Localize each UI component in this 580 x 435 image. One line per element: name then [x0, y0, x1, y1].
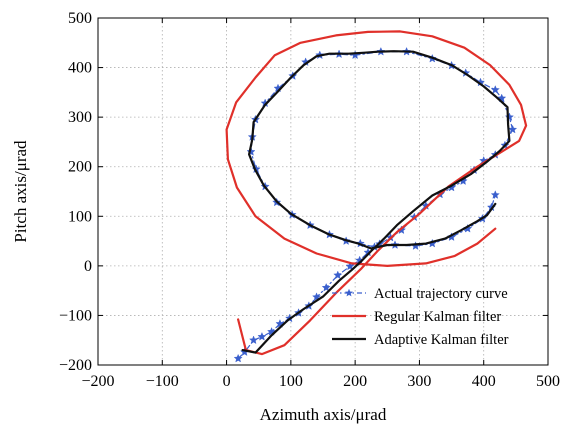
x-tick-label: −200 [81, 373, 114, 390]
data-point [321, 282, 331, 292]
data-point [490, 190, 500, 199]
data-point [257, 332, 267, 341]
series-regular-kalman-filter [225, 30, 528, 356]
y-tick-label: −200 [59, 357, 92, 374]
x-axis-label: Azimuth axis/μrad [260, 405, 387, 424]
x-tick-label: 200 [343, 373, 367, 390]
data-point [333, 270, 343, 280]
legend-item-regular-kalman-filter: Regular Kalman filter [332, 309, 501, 325]
series-line [225, 30, 528, 356]
legend-marker [345, 288, 353, 297]
y-tick-label: 300 [68, 109, 92, 126]
ticks: −200 −100 0 100 200 300 400 500 −200 −100 0 100 200 3… [59, 10, 560, 390]
grid [98, 18, 548, 365]
y-tick-label: 200 [68, 159, 92, 176]
data-point [504, 112, 514, 121]
data-point [249, 335, 259, 345]
legend-label: Adaptive Kalman filter [374, 332, 509, 348]
y-tick-label: −100 [59, 307, 92, 324]
legend-label: Regular Kalman filter [374, 309, 501, 325]
x-tick-label: 500 [536, 373, 560, 390]
data-point [233, 353, 243, 363]
x-tick-label: 100 [279, 373, 303, 390]
legend-item-actual-trajectory-curve: Actual trajectory curve [332, 286, 508, 302]
y-tick-label: 400 [68, 60, 92, 77]
series-line [241, 50, 511, 354]
x-tick-label: 300 [407, 373, 431, 390]
legend-label: Actual trajectory curve [374, 286, 508, 302]
y-tick-label: 100 [68, 208, 92, 225]
x-tick-label: 400 [472, 373, 496, 390]
plot-frame [97, 17, 549, 366]
y-axis-label: Pitch axis/μrad [11, 140, 30, 243]
data-point [508, 124, 518, 134]
x-tick-label: 0 [223, 373, 231, 390]
legend: Actual trajectory curve Regular Kalman fi… [332, 286, 509, 348]
x-tick-label: −100 [146, 373, 179, 390]
data-point [490, 85, 500, 94]
legend-item-adaptive-kalman-filter: Adaptive Kalman filter [332, 332, 509, 348]
y-tick-label: 500 [68, 10, 92, 27]
series-adaptive-kalman-filter [241, 50, 511, 354]
series-layer [225, 30, 528, 363]
data-point [345, 261, 355, 271]
y-tick-label: 0 [84, 258, 92, 275]
